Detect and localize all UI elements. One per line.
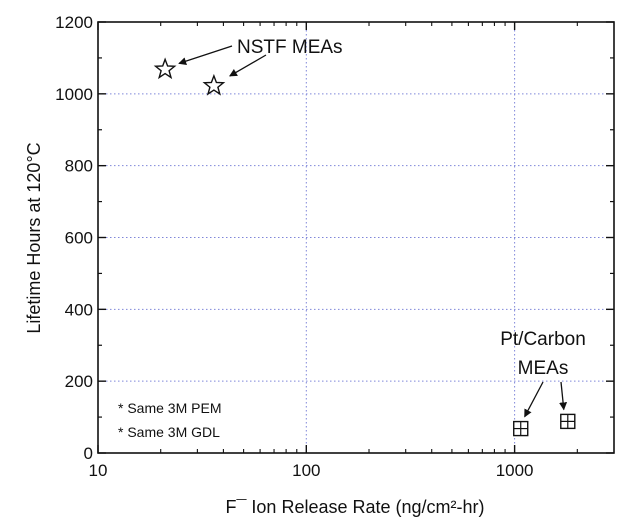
x-tick-label: 1000 — [496, 461, 534, 480]
note-pem: * Same 3M PEM — [118, 400, 221, 416]
x-tick-label: 10 — [89, 461, 108, 480]
data-point-nstf — [202, 73, 226, 96]
y-tick-label: 1000 — [55, 85, 93, 104]
data-point-ptcarbon — [513, 420, 529, 437]
y-tick-label: 1200 — [55, 13, 93, 32]
annotation-nstf: NSTF MEAs — [237, 37, 343, 58]
y-tick-label: 0 — [84, 444, 93, 463]
data-point-ptcarbon — [560, 413, 576, 430]
y-tick-label: 600 — [65, 229, 93, 248]
annotation-ptcarbon-line2: MEAs — [518, 358, 569, 379]
arrow-to-nstf-2 — [229, 54, 267, 77]
annotation-ptcarbon-line1: Pt/Carbon — [500, 329, 586, 350]
annotation-arrows — [178, 45, 568, 418]
note-gdl: * Same 3M GDL — [118, 424, 220, 440]
axis-ticks: 0 200 400 600 800 1000 1200 10 100 1000 — [55, 13, 614, 480]
grid-lines — [98, 22, 614, 453]
data-points — [153, 57, 576, 437]
arrow-to-ptcarbon-1 — [524, 381, 544, 418]
y-tick-label: 800 — [65, 157, 93, 176]
x-tick-label: 100 — [292, 461, 320, 480]
y-tick-label: 400 — [65, 300, 93, 319]
y-tick-label: 200 — [65, 372, 93, 391]
x-axis-title: F¯ Ion Release Rate (ng/cm²-hr) — [225, 497, 484, 517]
arrow-to-ptcarbon-2 — [559, 381, 568, 411]
data-point-nstf — [153, 57, 177, 80]
y-axis-title: Lifetime Hours at 120°C — [24, 142, 44, 333]
arrow-to-nstf-1 — [178, 45, 233, 66]
